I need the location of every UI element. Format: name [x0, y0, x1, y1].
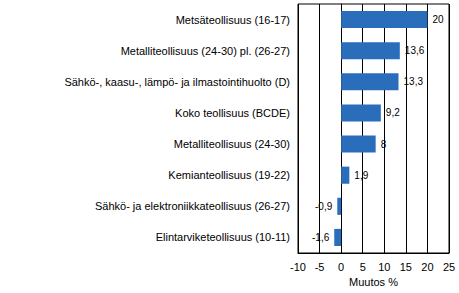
svg-text:13,3: 13,3 — [404, 76, 424, 87]
svg-text:25: 25 — [443, 261, 455, 273]
svg-text:Metalliteollisuus (24-30) pl.: Metalliteollisuus (24-30) pl. (26-27) — [121, 45, 290, 57]
svg-text:Metsäteollisuus (16-17): Metsäteollisuus (16-17) — [176, 14, 290, 26]
svg-text:-5: -5 — [315, 261, 325, 273]
svg-text:8: 8 — [381, 139, 387, 150]
svg-text:Elintarviketeollisuus (10-11): Elintarviketeollisuus (10-11) — [156, 231, 290, 243]
svg-text:Koko teollisuus (BCDE): Koko teollisuus (BCDE) — [175, 107, 290, 119]
svg-text:15: 15 — [400, 261, 412, 273]
svg-text:Metalliteollisuus (24-30): Metalliteollisuus (24-30) — [174, 138, 290, 150]
svg-text:-1,6: -1,6 — [312, 232, 330, 243]
svg-text:Sähkö-, kaasu-, lämpö- ja ilma: Sähkö-, kaasu-, lämpö- ja ilmastointihuo… — [64, 76, 290, 88]
svg-text:0: 0 — [338, 261, 344, 273]
svg-text:10: 10 — [378, 261, 390, 273]
svg-text:13,6: 13,6 — [405, 45, 425, 56]
svg-text:-0,9: -0,9 — [315, 201, 333, 212]
svg-text:Sähkö- ja elektroniikkateollis: Sähkö- ja elektroniikkateollisuus (26-27… — [95, 200, 290, 212]
svg-text:20: 20 — [421, 261, 433, 273]
svg-text:Muutos %: Muutos % — [349, 276, 398, 288]
svg-text:5: 5 — [360, 261, 366, 273]
svg-text:-10: -10 — [290, 261, 306, 273]
svg-text:1,9: 1,9 — [354, 170, 368, 181]
svg-text:Kemianteollisuus (19-22): Kemianteollisuus (19-22) — [168, 169, 290, 181]
svg-text:9,2: 9,2 — [386, 107, 400, 118]
svg-text:20: 20 — [432, 14, 444, 25]
